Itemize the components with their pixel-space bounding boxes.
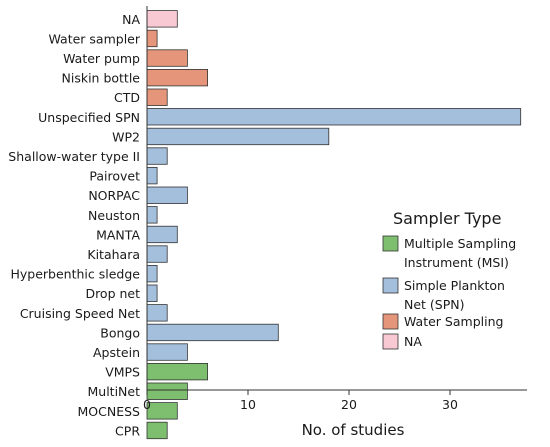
- y-tick-label-bongo: Bongo: [100, 325, 140, 340]
- bar-bongo: [146, 323, 279, 342]
- legend-swatch-multiple-sampling-instrument-msi: [382, 235, 399, 252]
- y-tick-label-kitahara: Kitahara: [87, 247, 140, 262]
- legend-swatch-water-sampling: [382, 313, 399, 330]
- y-tick-label-hyperbenthic-sledge: Hyperbenthic sledge: [11, 267, 141, 282]
- bar-niskin-bottle: [146, 69, 208, 87]
- bar-norpac: [146, 186, 188, 204]
- y-tick-label-water-pump: Water pump: [63, 51, 140, 66]
- bar-hyperbenthic-sledge: [146, 264, 158, 283]
- x-tick-label-20: 20: [341, 397, 357, 412]
- x-tick-label-0: 0: [143, 397, 151, 412]
- bar-ctd: [146, 88, 168, 106]
- y-tick-label-vmps: VMPS: [105, 365, 140, 380]
- y-tick-label-apstein: Apstein: [93, 345, 140, 360]
- bar-pairovet: [146, 166, 158, 185]
- legend-label-simple-plankton-net-spn-line1: Simple Plankton: [404, 278, 505, 293]
- x-tick-label-10: 10: [240, 397, 256, 412]
- bar-shallow-water-type-ii: [146, 147, 168, 165]
- legend-label-simple-plankton-net-spn-line2: Net (SPN): [404, 297, 465, 312]
- y-tick-label-drop-net: Drop net: [85, 286, 140, 301]
- bar-cpr: [146, 421, 168, 440]
- bar-apstein: [146, 343, 188, 361]
- bar-mocness: [146, 402, 178, 420]
- y-tick-label-na: NA: [122, 12, 140, 27]
- y-tick-label-unspecified-spn: Unspecified SPN: [38, 110, 140, 125]
- bar-cruising-speed-net: [146, 304, 168, 322]
- y-tick-label-norpac: NORPAC: [88, 188, 140, 203]
- bar-wp2: [146, 127, 330, 146]
- legend-swatch-na: [382, 333, 399, 350]
- legend-label-water-sampling: Water Sampling: [404, 314, 503, 329]
- y-tick-label-cpr: CPR: [115, 423, 140, 438]
- legend-label-na: NA: [404, 334, 422, 349]
- bars-group: [146, 10, 522, 440]
- x-tick-label-30: 30: [442, 397, 458, 412]
- bar-kitahara: [146, 245, 168, 263]
- legend: Sampler Type Multiple Sampling Instrument…: [382, 209, 516, 350]
- y-tick-label-pairovet: Pairovet: [89, 169, 140, 184]
- bar-neuston: [146, 206, 158, 224]
- legend-label-multiple-sampling-instrument-msi-line2: Instrument (MSI): [404, 255, 509, 270]
- y-tick-label-niskin-bottle: Niskin bottle: [62, 71, 141, 86]
- x-axis: 0 10 20 30: [143, 6, 527, 412]
- bar-manta: [146, 225, 178, 244]
- y-tick-label-manta: MANTA: [96, 227, 140, 242]
- y-tick-label-ctd: CTD: [114, 90, 140, 105]
- bar-water-sampler: [146, 29, 158, 48]
- y-tick-label-water-sampler: Water sampler: [48, 31, 140, 46]
- bar-water-pump: [146, 49, 188, 67]
- y-tick-labels: NA Water sampler Water pump Niskin bottle CT…: [8, 12, 141, 439]
- y-tick-label-cruising-speed-net: Cruising Speed Net: [20, 306, 140, 321]
- y-tick-label-wp2: WP2: [112, 129, 140, 144]
- y-tick-label-shallow-water-type-ii: Shallow-water type II: [8, 149, 140, 164]
- bar-drop-net: [146, 284, 158, 302]
- y-tick-label-neuston: Neuston: [88, 208, 140, 223]
- bar-vmps: [146, 362, 208, 381]
- x-axis-label: No. of studies: [302, 421, 405, 439]
- y-tick-label-mocness: MOCNESS: [78, 404, 141, 419]
- bar-unspecified-spn: [146, 108, 522, 126]
- bar-na: [146, 10, 178, 28]
- legend-title: Sampler Type: [393, 209, 501, 228]
- legend-label-multiple-sampling-instrument-msi-line1: Multiple Sampling: [404, 236, 516, 251]
- legend-swatch-simple-plankton-net-spn: [382, 277, 399, 294]
- bar-multinet: [146, 382, 188, 400]
- y-tick-label-multinet: MultiNet: [88, 384, 141, 399]
